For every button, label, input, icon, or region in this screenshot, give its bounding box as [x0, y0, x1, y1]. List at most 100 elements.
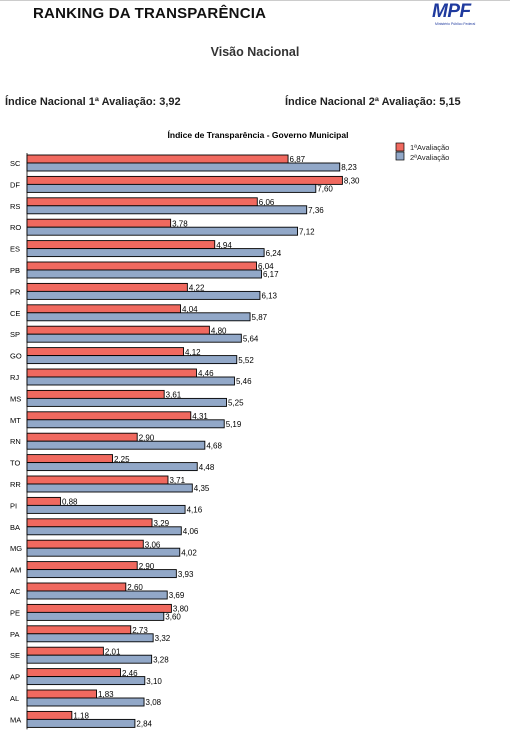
bar-series-2 — [26, 162, 341, 172]
data-label-series-2: 5,52 — [238, 356, 254, 365]
data-label-series-2: 8,23 — [341, 163, 357, 172]
data-label-series-1: 3,06 — [145, 540, 161, 549]
data-label-series-1: 3,29 — [154, 519, 170, 528]
data-label-series-1: 2,60 — [127, 583, 143, 592]
bar-series-2 — [26, 526, 182, 536]
bar-series-1 — [26, 432, 138, 442]
category-label: PI — [10, 501, 17, 510]
data-label-series-2: 5,64 — [243, 334, 259, 343]
bar-series-1 — [26, 496, 61, 506]
data-label-series-2: 3,60 — [165, 613, 181, 622]
data-label-series-2: 6,13 — [261, 292, 277, 301]
chart-title: Índice de Transparência - Governo Munici… — [168, 130, 349, 140]
bar-series-2 — [26, 440, 206, 450]
category-label: MS — [10, 394, 21, 403]
bar-series-2 — [26, 547, 181, 557]
bar-series-1 — [26, 603, 172, 613]
data-label-series-2: 4,48 — [199, 463, 215, 472]
bar-series-2 — [26, 269, 262, 279]
bar-series-1 — [26, 304, 181, 314]
bar-series-2 — [26, 333, 242, 343]
data-label-series-1: 3,78 — [172, 219, 188, 228]
data-label-series-1: 4,80 — [211, 326, 227, 335]
category-label: SE — [10, 651, 20, 660]
data-label-series-1: 4,22 — [189, 284, 205, 293]
bar-series-1 — [26, 347, 185, 357]
category-label: PR — [10, 287, 21, 296]
category-label: AC — [10, 587, 21, 596]
bar-series-1 — [26, 411, 192, 421]
data-label-series-1: 2,25 — [114, 455, 130, 464]
bar-series-1 — [26, 539, 144, 549]
bar-series-1 — [26, 197, 258, 207]
category-label: RO — [10, 223, 21, 232]
data-label-series-2: 4,35 — [194, 484, 210, 493]
category-label: MA — [10, 715, 21, 724]
category-label: PB — [10, 266, 20, 275]
data-label-series-1: 4,12 — [185, 348, 201, 357]
bar-series-2 — [26, 248, 265, 258]
national-index-first: Índice Nacional 1ª Avaliação: 3,92 — [5, 96, 181, 108]
bar-series-1 — [26, 646, 104, 656]
data-label-series-2: 7,12 — [299, 227, 315, 236]
category-label: RJ — [10, 373, 19, 382]
category-label: TO — [10, 459, 20, 468]
data-label-series-1: 2,90 — [139, 562, 155, 571]
category-label: PE — [10, 608, 20, 617]
data-label-series-1: 4,46 — [198, 369, 214, 378]
category-label: MG — [10, 544, 22, 553]
category-label: MT — [10, 416, 21, 425]
bar-series-2 — [26, 183, 317, 193]
legend-label-series-1: 1ªAvaliação — [410, 143, 449, 152]
bar-series-2 — [26, 226, 299, 236]
chart-legend: 1ªAvaliação 2ªAvaliação — [395, 142, 449, 162]
bar-series-2 — [26, 611, 165, 621]
bar-series-2 — [26, 376, 235, 386]
bar-series-2 — [26, 205, 308, 215]
national-index-second: Índice Nacional 2ª Avaliação: 5,15 — [285, 96, 461, 108]
category-label: AL — [10, 694, 19, 703]
legend-swatch-series-2 — [395, 151, 405, 161]
data-label-series-2: 6,24 — [266, 249, 282, 258]
bar-series-1 — [26, 710, 73, 720]
bar-series-2 — [26, 633, 154, 643]
bar-series-2 — [26, 397, 227, 407]
data-label-series-1: 2,90 — [139, 433, 155, 442]
data-label-series-1: 8,30 — [344, 177, 360, 186]
logo-text: MPF — [432, 1, 471, 22]
category-label: CE — [10, 309, 20, 318]
bar-series-2 — [26, 504, 186, 514]
bar-series-1 — [26, 454, 113, 464]
bar-series-2 — [26, 697, 145, 707]
bar-series-1 — [26, 282, 188, 292]
data-label-series-1: 0,88 — [62, 498, 78, 507]
data-label-series-1: 3,80 — [173, 605, 189, 614]
data-label-series-2: 6,17 — [263, 270, 279, 279]
data-label-series-2: 3,32 — [155, 634, 171, 643]
data-label-series-1: 3,61 — [166, 391, 182, 400]
bar-series-1 — [26, 518, 153, 528]
category-label: SC — [10, 159, 21, 168]
bar-series-2 — [26, 718, 136, 728]
data-label-series-1: 4,31 — [192, 412, 208, 421]
bar-series-2 — [26, 654, 153, 664]
bar-series-1 — [26, 668, 121, 678]
bar-series-1 — [26, 325, 210, 335]
legend-swatch-series-1 — [395, 142, 405, 152]
data-label-series-2: 2,84 — [136, 720, 152, 729]
bar-series-1 — [26, 475, 169, 485]
category-label: DF — [10, 180, 20, 189]
category-label: ES — [10, 245, 20, 254]
data-label-series-1: 4,04 — [182, 305, 198, 314]
data-label-series-2: 3,28 — [153, 655, 169, 664]
bar-series-1 — [26, 368, 197, 378]
category-label: PA — [10, 630, 19, 639]
data-label-series-1: 6,87 — [290, 155, 306, 164]
category-label: BA — [10, 523, 20, 532]
data-label-series-2: 3,93 — [178, 570, 194, 579]
bar-series-1 — [26, 389, 165, 399]
bar-series-1 — [26, 175, 343, 185]
data-label-series-2: 5,25 — [228, 399, 244, 408]
bar-series-1 — [26, 240, 216, 250]
